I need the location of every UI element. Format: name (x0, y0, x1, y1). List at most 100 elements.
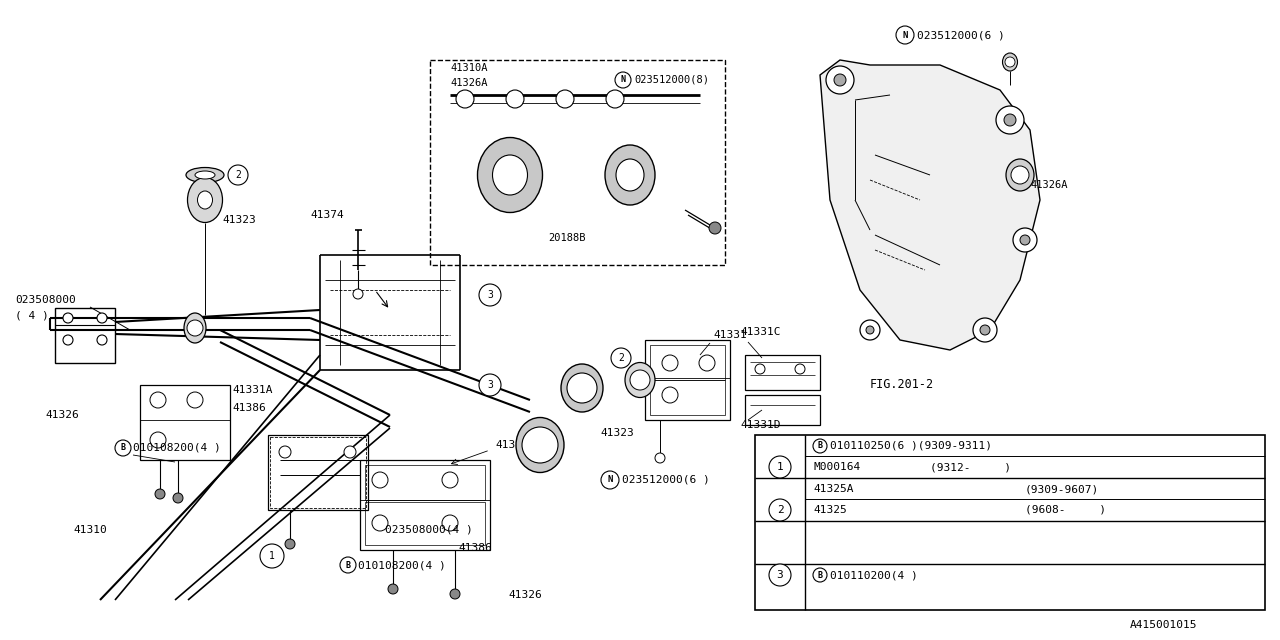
Text: B: B (346, 561, 351, 570)
Circle shape (567, 373, 596, 403)
Circle shape (860, 320, 881, 340)
Ellipse shape (616, 159, 644, 191)
Bar (268, 435, 369, 510)
Bar (365, 502, 485, 545)
Text: 41325A: 41325A (813, 484, 854, 494)
Circle shape (769, 456, 791, 478)
Circle shape (602, 471, 620, 489)
Text: 010108200(4 ): 010108200(4 ) (358, 560, 445, 570)
Circle shape (150, 392, 166, 408)
Circle shape (709, 222, 721, 234)
Circle shape (813, 439, 827, 453)
Ellipse shape (605, 145, 655, 205)
Ellipse shape (197, 191, 212, 209)
Circle shape (63, 313, 73, 323)
Text: (9608-     ): (9608- ) (1025, 505, 1106, 515)
Circle shape (388, 584, 398, 594)
Ellipse shape (195, 171, 215, 179)
Text: 010108200(4 ): 010108200(4 ) (133, 443, 220, 453)
Circle shape (279, 446, 291, 458)
Text: 41326: 41326 (45, 410, 79, 420)
Text: 41323: 41323 (600, 428, 634, 438)
Circle shape (340, 557, 356, 573)
Text: 023512000(6 ): 023512000(6 ) (622, 475, 709, 485)
Circle shape (1020, 235, 1030, 245)
Bar (55, 308, 115, 363)
Bar (360, 460, 490, 550)
Circle shape (442, 472, 458, 488)
Circle shape (451, 589, 460, 599)
Bar (140, 385, 230, 460)
Text: 41374: 41374 (310, 210, 344, 220)
Polygon shape (820, 60, 1039, 350)
Text: 3: 3 (488, 380, 493, 390)
Circle shape (605, 90, 625, 108)
Circle shape (285, 539, 294, 549)
Text: B: B (818, 570, 823, 579)
Text: B: B (120, 444, 125, 452)
Ellipse shape (187, 177, 223, 223)
Bar (270, 437, 366, 508)
Circle shape (150, 432, 166, 448)
Text: (9312-     ): (9312- ) (931, 462, 1011, 472)
Text: 3: 3 (777, 570, 783, 580)
Circle shape (813, 568, 827, 582)
Ellipse shape (477, 138, 543, 212)
Circle shape (769, 564, 791, 586)
Text: N: N (607, 476, 613, 484)
Text: 41323: 41323 (221, 215, 256, 225)
Text: 41326A: 41326A (451, 78, 488, 88)
Circle shape (662, 355, 678, 371)
Circle shape (662, 387, 678, 403)
Circle shape (980, 325, 989, 335)
Circle shape (353, 289, 364, 299)
Circle shape (187, 392, 204, 408)
Text: 41326A: 41326A (1030, 180, 1068, 190)
Circle shape (187, 320, 204, 336)
Ellipse shape (493, 155, 527, 195)
Text: N: N (902, 31, 908, 40)
Circle shape (479, 284, 500, 306)
Bar (650, 380, 724, 415)
Text: 1: 1 (777, 462, 783, 472)
Bar (755, 435, 1265, 610)
Text: 41331A: 41331A (232, 385, 273, 395)
Bar (650, 345, 724, 380)
Circle shape (795, 364, 805, 374)
Circle shape (867, 326, 874, 334)
Ellipse shape (561, 364, 603, 412)
Circle shape (63, 335, 73, 345)
Text: N: N (621, 76, 626, 84)
Ellipse shape (1006, 159, 1034, 191)
Text: 41331D: 41331D (740, 420, 781, 430)
Circle shape (506, 90, 524, 108)
Circle shape (115, 440, 131, 456)
Circle shape (260, 544, 284, 568)
Circle shape (996, 106, 1024, 134)
Text: A415001015: A415001015 (1130, 620, 1198, 630)
Text: 1: 1 (269, 551, 275, 561)
Circle shape (614, 72, 631, 88)
Circle shape (442, 515, 458, 531)
Text: 023508000(4 ): 023508000(4 ) (385, 525, 472, 535)
Circle shape (372, 515, 388, 531)
Circle shape (522, 427, 558, 463)
Text: 41310A: 41310A (451, 63, 488, 73)
Bar (430, 60, 724, 265)
Ellipse shape (186, 168, 224, 182)
Circle shape (611, 348, 631, 368)
Bar (645, 340, 730, 420)
Circle shape (479, 374, 500, 396)
Text: 41326: 41326 (508, 590, 541, 600)
Circle shape (1011, 166, 1029, 184)
Circle shape (372, 472, 388, 488)
Bar (745, 395, 820, 425)
Text: (9309-9607): (9309-9607) (1025, 484, 1100, 494)
Text: 3: 3 (488, 290, 493, 300)
Text: 41325: 41325 (813, 505, 847, 515)
Circle shape (556, 90, 573, 108)
Circle shape (630, 370, 650, 390)
Text: ( 4 ): ( 4 ) (15, 310, 49, 320)
Circle shape (173, 493, 183, 503)
Ellipse shape (184, 313, 206, 343)
